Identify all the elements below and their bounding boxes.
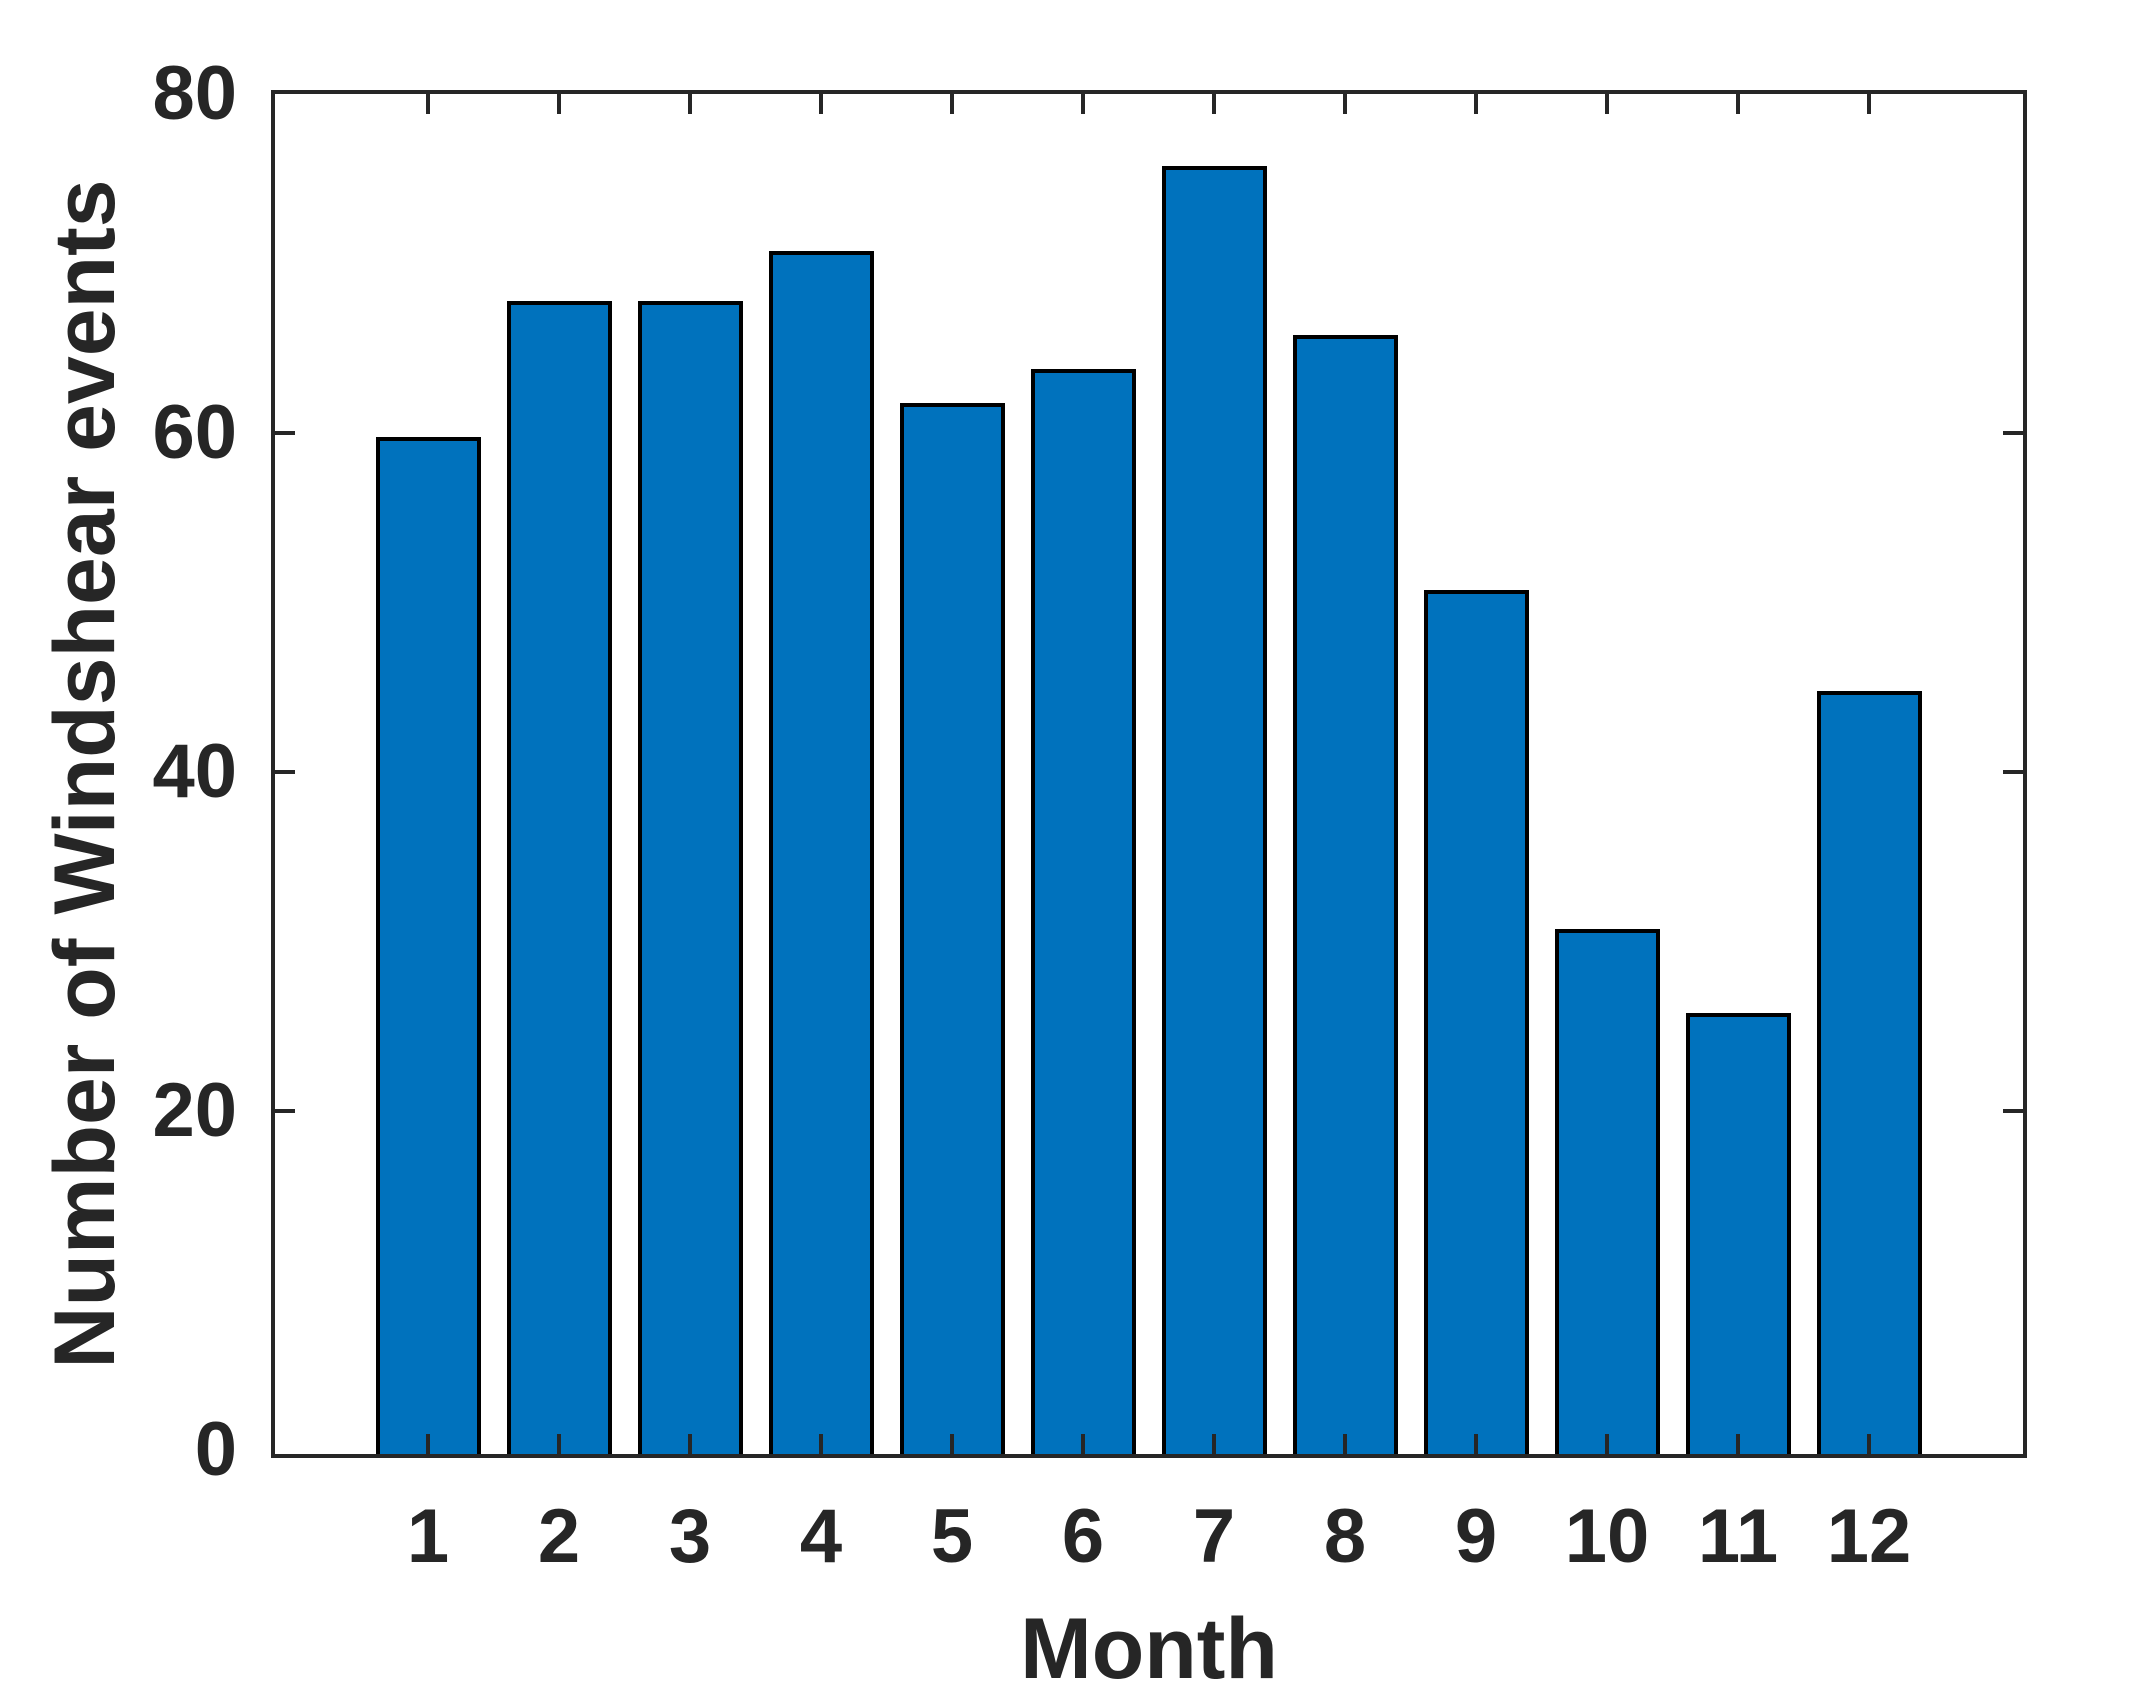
bar-month-7 [1161,165,1267,1454]
y-tick-mark-left-20 [275,1109,295,1113]
x-tick-mark-top-12 [1867,94,1871,114]
x-tick-mark-bottom-3 [688,1434,692,1454]
bar-month-11 [1685,1013,1791,1454]
y-axis-label: Number of Windshear events [37,179,133,1369]
y-tick-label-60: 60 [152,390,237,475]
x-tick-mark-top-8 [1343,94,1347,114]
x-tick-label-8: 8 [1323,1494,1367,1579]
x-tick-mark-bottom-11 [1736,1434,1740,1454]
bar-month-1 [375,437,481,1454]
y-tick-label-0: 0 [194,1407,237,1492]
x-tick-mark-bottom-9 [1474,1434,1478,1454]
x-tick-label-3: 3 [668,1494,712,1579]
x-tick-mark-bottom-5 [950,1434,954,1454]
x-tick-label-12: 12 [1826,1494,1912,1579]
x-tick-mark-top-3 [688,94,692,114]
x-tick-mark-bottom-4 [819,1434,823,1454]
bar-month-4 [768,250,874,1454]
x-tick-label-1: 1 [406,1494,450,1579]
x-axis-label: Month [1020,1601,1278,1697]
y-tick-label-40: 40 [152,729,237,814]
y-tick-label-80: 80 [152,51,237,136]
x-tick-label-10: 10 [1564,1494,1650,1579]
y-tick-mark-left-40 [275,770,295,774]
bar-month-8 [1292,335,1398,1454]
plot-area [271,90,2027,1458]
x-tick-label-9: 9 [1454,1494,1498,1579]
x-tick-mark-top-4 [819,94,823,114]
y-tick-label-20: 20 [152,1068,237,1153]
x-tick-mark-bottom-7 [1212,1434,1216,1454]
y-tick-mark-right-60 [2003,431,2023,435]
x-tick-mark-bottom-2 [557,1434,561,1454]
x-tick-label-5: 5 [930,1494,974,1579]
x-tick-mark-bottom-8 [1343,1434,1347,1454]
x-tick-mark-top-11 [1736,94,1740,114]
bar-month-2 [506,301,612,1454]
x-tick-mark-bottom-10 [1605,1434,1609,1454]
x-tick-label-4: 4 [799,1494,843,1579]
y-tick-mark-left-60 [275,431,295,435]
x-tick-mark-top-6 [1081,94,1085,114]
x-tick-mark-bottom-6 [1081,1434,1085,1454]
x-tick-label-7: 7 [1192,1494,1236,1579]
y-tick-mark-right-20 [2003,1109,2023,1113]
x-tick-mark-top-1 [426,94,430,114]
x-tick-label-6: 6 [1061,1494,1105,1579]
x-tick-mark-top-10 [1605,94,1609,114]
x-tick-mark-bottom-12 [1867,1434,1871,1454]
x-tick-mark-top-7 [1212,94,1216,114]
bar-month-12 [1816,691,1922,1454]
x-tick-mark-bottom-1 [426,1434,430,1454]
bar-month-9 [1423,589,1529,1454]
x-tick-mark-top-9 [1474,94,1478,114]
bar-month-3 [637,301,743,1454]
bar-month-6 [1030,369,1136,1454]
bar-month-5 [899,403,1005,1454]
x-tick-mark-top-2 [557,94,561,114]
y-tick-mark-right-40 [2003,770,2023,774]
x-tick-label-11: 11 [1697,1494,1779,1579]
bar-month-10 [1554,928,1660,1454]
x-tick-label-2: 2 [537,1494,581,1579]
x-tick-mark-top-5 [950,94,954,114]
